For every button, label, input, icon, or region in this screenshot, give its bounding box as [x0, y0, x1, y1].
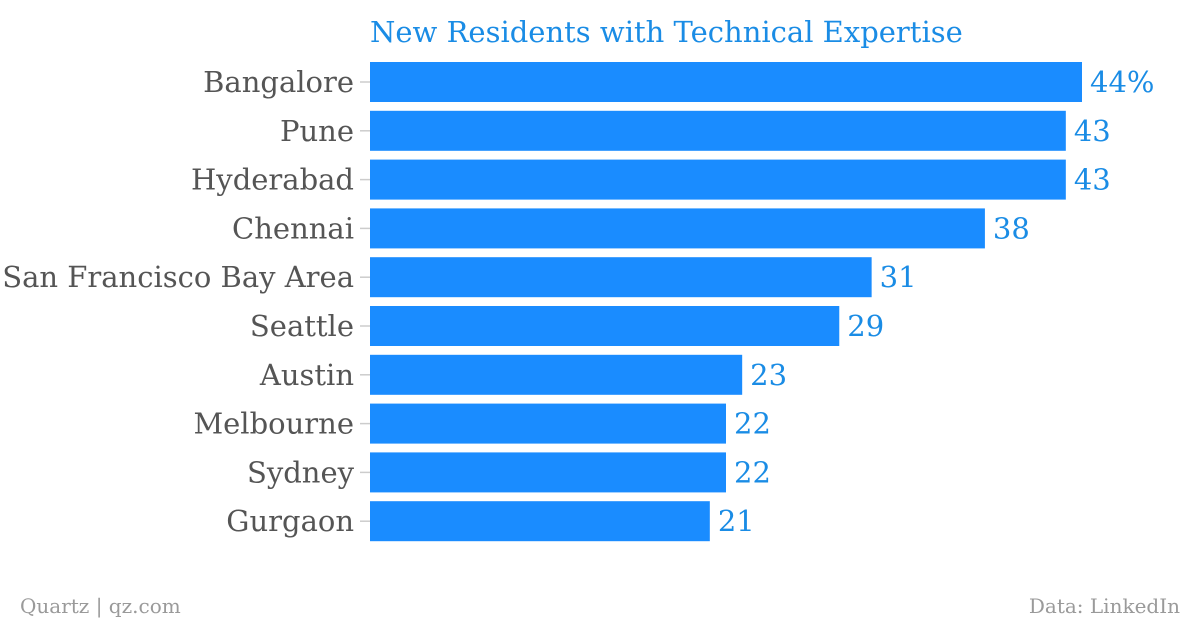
value-label: 22 — [734, 455, 771, 489]
category-label: Gurgaon — [226, 504, 354, 538]
bar — [370, 110, 1066, 151]
value-label: 21 — [718, 504, 755, 538]
chart-title: New Residents with Technical Expertise — [370, 15, 963, 49]
bar — [370, 501, 710, 542]
value-label: 38 — [993, 211, 1030, 245]
bars-group: Bangalore 44% Pune 43 Hyderabad 43 Chennai 38 Sa… — [2, 62, 1154, 542]
value-label: 43 — [1074, 163, 1111, 197]
category-label: Hyderabad — [191, 163, 354, 197]
bar — [370, 403, 726, 444]
value-label: 44% — [1090, 65, 1154, 99]
bar — [370, 452, 726, 493]
category-label: Bangalore — [203, 65, 354, 99]
value-label: 31 — [880, 260, 917, 294]
bar — [370, 208, 985, 249]
footer-source: Data: LinkedIn — [1029, 594, 1180, 618]
category-label: Pune — [280, 114, 354, 148]
category-label: Melbourne — [193, 407, 354, 441]
bar — [370, 62, 1082, 102]
category-label: San Francisco Bay Area — [2, 260, 354, 294]
category-label: Sydney — [247, 455, 355, 489]
bar — [370, 159, 1066, 200]
category-label: Chennai — [232, 211, 354, 245]
bar — [370, 257, 872, 298]
value-label: 23 — [750, 358, 787, 392]
bar — [370, 354, 743, 395]
bar — [370, 306, 840, 346]
category-label: Seattle — [250, 309, 354, 343]
footer-credit: Quartz | qz.com — [20, 594, 181, 619]
value-label: 29 — [847, 309, 884, 343]
value-label: 43 — [1074, 114, 1111, 148]
value-label: 22 — [734, 407, 771, 441]
category-label: Austin — [259, 358, 354, 392]
